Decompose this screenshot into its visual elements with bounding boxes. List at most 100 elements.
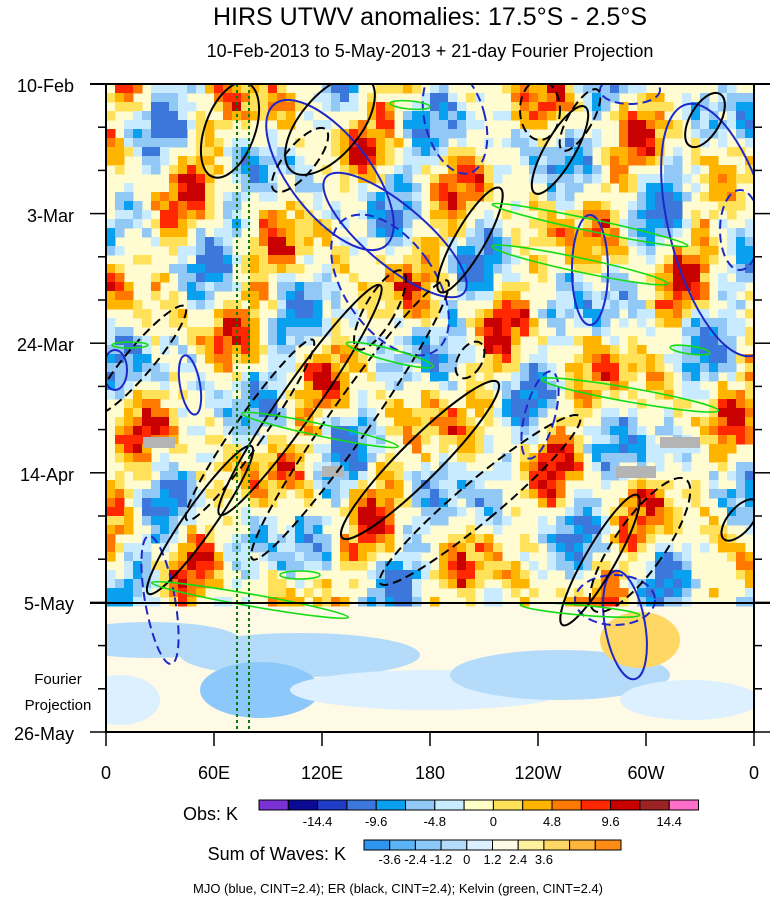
- heat-cell: [349, 498, 359, 508]
- heat-cell: [673, 147, 683, 157]
- heat-cell: [115, 282, 125, 292]
- heat-cell: [124, 183, 134, 193]
- heat-cell: [646, 120, 656, 130]
- heat-cell: [583, 219, 593, 229]
- heat-cell: [556, 489, 566, 499]
- heat-cell: [547, 498, 557, 508]
- heat-cell: [700, 264, 710, 274]
- heat-cell: [376, 507, 386, 517]
- heat-cell: [682, 354, 692, 364]
- heat-cell: [187, 102, 197, 112]
- heat-cell: [682, 399, 692, 409]
- heat-cell: [637, 192, 647, 202]
- heat-cell: [439, 147, 449, 157]
- heat-cell: [610, 426, 620, 436]
- heat-cell: [169, 237, 179, 247]
- heat-cell: [124, 444, 134, 454]
- heat-cell: [196, 129, 206, 139]
- contour-line: [520, 370, 560, 460]
- heat-cell: [592, 309, 602, 319]
- heat-cell: [313, 363, 323, 373]
- heat-cell: [214, 570, 224, 580]
- heat-cell: [664, 300, 674, 310]
- heat-cell: [547, 165, 557, 175]
- heat-cell: [313, 534, 323, 544]
- heat-cell: [628, 390, 638, 400]
- heat-cell: [736, 354, 746, 364]
- heat-cell: [466, 165, 476, 175]
- heat-cell: [142, 129, 152, 139]
- heat-cell: [664, 102, 674, 112]
- heat-cell: [250, 318, 260, 328]
- heat-cell: [205, 300, 215, 310]
- heat-cell: [628, 219, 638, 229]
- heat-cell: [502, 462, 512, 472]
- heat-cell: [745, 327, 754, 337]
- heat-cell: [475, 561, 485, 571]
- heat-cell: [268, 435, 278, 445]
- heat-cell: [178, 138, 188, 148]
- heat-cell: [574, 174, 584, 184]
- heat-cell: [151, 525, 161, 535]
- heat-cell: [241, 327, 251, 337]
- heat-cell: [709, 345, 719, 355]
- heat-cell: [349, 84, 359, 94]
- heat-cell: [367, 570, 377, 580]
- heat-cell: [556, 174, 566, 184]
- heat-cell: [628, 300, 638, 310]
- heat-cell: [394, 426, 404, 436]
- heat-cell: [745, 219, 754, 229]
- heat-cell: [655, 489, 665, 499]
- heat-cell: [727, 309, 737, 319]
- heat-cell: [322, 228, 332, 238]
- heat-cell: [646, 183, 656, 193]
- heat-cell: [520, 318, 530, 328]
- heat-cell: [637, 129, 647, 139]
- heat-cell: [403, 147, 413, 157]
- heat-cell: [538, 498, 548, 508]
- obs-colorbar: [258, 799, 700, 811]
- heat-cell: [331, 336, 341, 346]
- heat-cell: [223, 408, 233, 418]
- heat-cell: [385, 579, 395, 589]
- heat-cell: [115, 516, 125, 526]
- contour-line: [421, 84, 489, 175]
- heat-cell: [160, 426, 170, 436]
- heat-cell: [655, 507, 665, 517]
- heat-cell: [106, 489, 116, 499]
- heat-cell: [529, 426, 539, 436]
- heat-cell: [340, 138, 350, 148]
- heat-cell: [151, 417, 161, 427]
- heat-cell: [223, 417, 233, 427]
- heat-cell: [394, 471, 404, 481]
- heat-cell: [205, 291, 215, 301]
- heat-cell: [178, 201, 188, 211]
- heat-cell: [412, 471, 422, 481]
- heat-cell: [205, 201, 215, 211]
- heat-cell: [628, 453, 638, 463]
- heat-cell: [682, 291, 692, 301]
- heat-cell: [178, 156, 188, 166]
- heat-cell: [376, 201, 386, 211]
- heat-cell: [322, 561, 332, 571]
- heat-cell: [457, 561, 467, 571]
- contour-line: [519, 84, 561, 141]
- heat-cell: [223, 237, 233, 247]
- heat-cell: [601, 363, 611, 373]
- heat-cell: [394, 354, 404, 364]
- heat-cell: [466, 498, 476, 508]
- heat-cell: [592, 291, 602, 301]
- heat-cell: [727, 516, 737, 526]
- heat-cell: [430, 498, 440, 508]
- heat-cell: [727, 183, 737, 193]
- heat-cell: [304, 183, 314, 193]
- heat-cell: [376, 228, 386, 238]
- heat-cell: [736, 372, 746, 382]
- heat-cell: [466, 552, 476, 562]
- heat-cell: [277, 228, 287, 238]
- heat-cell: [493, 300, 503, 310]
- heat-cell: [367, 120, 377, 130]
- heat-cell: [574, 453, 584, 463]
- heat-cell: [664, 201, 674, 211]
- heat-cell: [718, 219, 728, 229]
